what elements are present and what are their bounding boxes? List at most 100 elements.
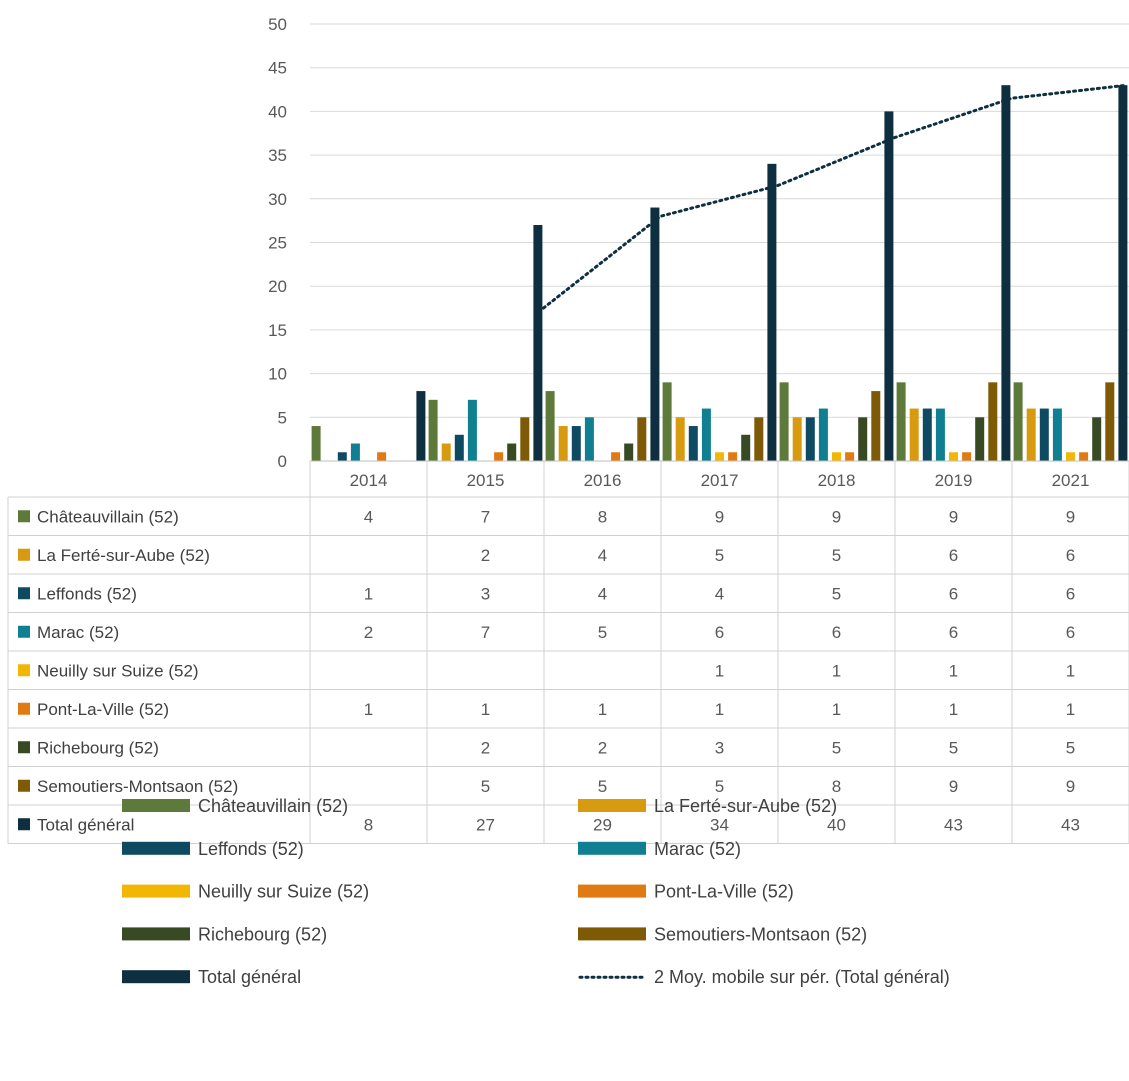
x-tick-label: 2016 (584, 471, 622, 490)
table-cell: 1 (364, 700, 373, 719)
table-cell: 1 (598, 700, 607, 719)
x-tick-label: 2017 (701, 471, 739, 490)
bar (909, 408, 919, 461)
table-cell: 5 (481, 777, 490, 796)
bar (896, 382, 906, 461)
table-cell: 8 (598, 507, 607, 526)
table-row-label: Châteauvillain (52) (37, 507, 179, 526)
table-cell: 1 (1066, 700, 1075, 719)
table-cell: 9 (832, 507, 841, 526)
y-tick-label: 15 (268, 321, 287, 340)
bar (350, 443, 360, 461)
table-cell: 2 (598, 738, 607, 757)
gridlines (310, 23, 1129, 418)
table-legend-key (18, 510, 30, 523)
table-cell: 1 (481, 700, 490, 719)
table-cell: 5 (1066, 738, 1075, 757)
y-tick-label: 0 (278, 452, 287, 471)
y-tick-label: 50 (268, 15, 287, 34)
bar (754, 417, 764, 461)
table-row-label: Neuilly sur Suize (52) (37, 661, 199, 680)
table-cell: 4 (598, 584, 607, 603)
bar (1105, 382, 1115, 461)
table-cell: 6 (715, 623, 724, 642)
bar (377, 452, 387, 461)
legend-label: Total général (198, 967, 301, 987)
table-row-label: Semoutiers-Montsaon (52) (37, 777, 238, 796)
bar (962, 452, 972, 461)
legend-key (122, 970, 190, 984)
table-cell: 4 (715, 584, 724, 603)
y-tick-label: 40 (268, 102, 287, 121)
bar (949, 452, 958, 461)
bar (624, 443, 634, 461)
bar (637, 417, 647, 461)
table-cell: 6 (1066, 584, 1075, 603)
bar (922, 408, 932, 461)
table-cell: 6 (949, 623, 958, 642)
legend-key (122, 884, 190, 898)
bar (1066, 452, 1075, 461)
bar (428, 399, 438, 461)
table-cell: 6 (832, 623, 841, 642)
legend-label: La Ferté-sur-Aube (52) (654, 796, 837, 816)
table-cell: 2 (481, 738, 490, 757)
legend-key (578, 799, 646, 812)
bar (337, 452, 347, 461)
table-legend-key (18, 625, 30, 638)
table-cell: 5 (832, 546, 841, 565)
table-cell: 6 (949, 584, 958, 603)
table-cell: 1 (715, 661, 724, 680)
trendline (542, 83, 1129, 310)
bar (416, 391, 426, 461)
bar (728, 452, 738, 461)
y-tick-label: 20 (268, 277, 287, 296)
bar (1026, 408, 1036, 461)
legend-key (578, 884, 646, 898)
bar (467, 399, 477, 461)
table-cell: 43 (944, 815, 963, 834)
y-axis: 0 5 10 15 20 25 30 35 40 45 50 (268, 15, 287, 471)
table-cell: 9 (949, 777, 958, 796)
table-legend-key (18, 664, 30, 677)
table-row-label: Richebourg (52) (37, 738, 159, 757)
bar (454, 434, 464, 461)
table-cell: 1 (715, 700, 724, 719)
data-table: 2014 2015 2016 2017 2018 2019 2021 Châteauvilla… (7, 460, 1129, 844)
table-cell: 7 (481, 623, 490, 642)
bar (611, 452, 621, 461)
y-tick-label: 30 (268, 190, 287, 209)
table-cell: 9 (1066, 507, 1075, 526)
bar (871, 391, 881, 461)
legend-key (578, 927, 646, 941)
bar (662, 382, 672, 461)
legend-label: 2 Moy. mobile sur pér. (Total général) (654, 967, 950, 987)
table-cell: 40 (827, 815, 846, 834)
bar (1092, 417, 1102, 461)
legend-key (122, 927, 190, 941)
legend-label: Richebourg (52) (198, 924, 327, 944)
table-cell: 4 (598, 546, 607, 565)
table-cell: 6 (949, 546, 958, 565)
x-tick-label: 2018 (818, 471, 856, 490)
bar (441, 443, 451, 461)
y-tick-label: 45 (268, 59, 287, 78)
bar (715, 452, 724, 461)
bar (584, 417, 594, 461)
bar (767, 163, 777, 461)
y-tick-label: 25 (268, 234, 287, 253)
table-cell: 34 (710, 815, 729, 834)
table-cell: 5 (598, 777, 607, 796)
table-cell: 1 (949, 700, 958, 719)
table-row-label: Total général (37, 815, 134, 834)
bar (792, 417, 802, 461)
legend-key (578, 841, 646, 855)
table-cell: 29 (593, 815, 612, 834)
table-legend-key (18, 548, 30, 561)
table-cell: 5 (949, 738, 958, 757)
bar (935, 408, 945, 461)
bar (805, 417, 815, 461)
y-tick-label: 10 (268, 365, 287, 384)
table-row-label: Leffonds (52) (37, 584, 137, 603)
table-row-label: Marac (52) (37, 623, 119, 642)
